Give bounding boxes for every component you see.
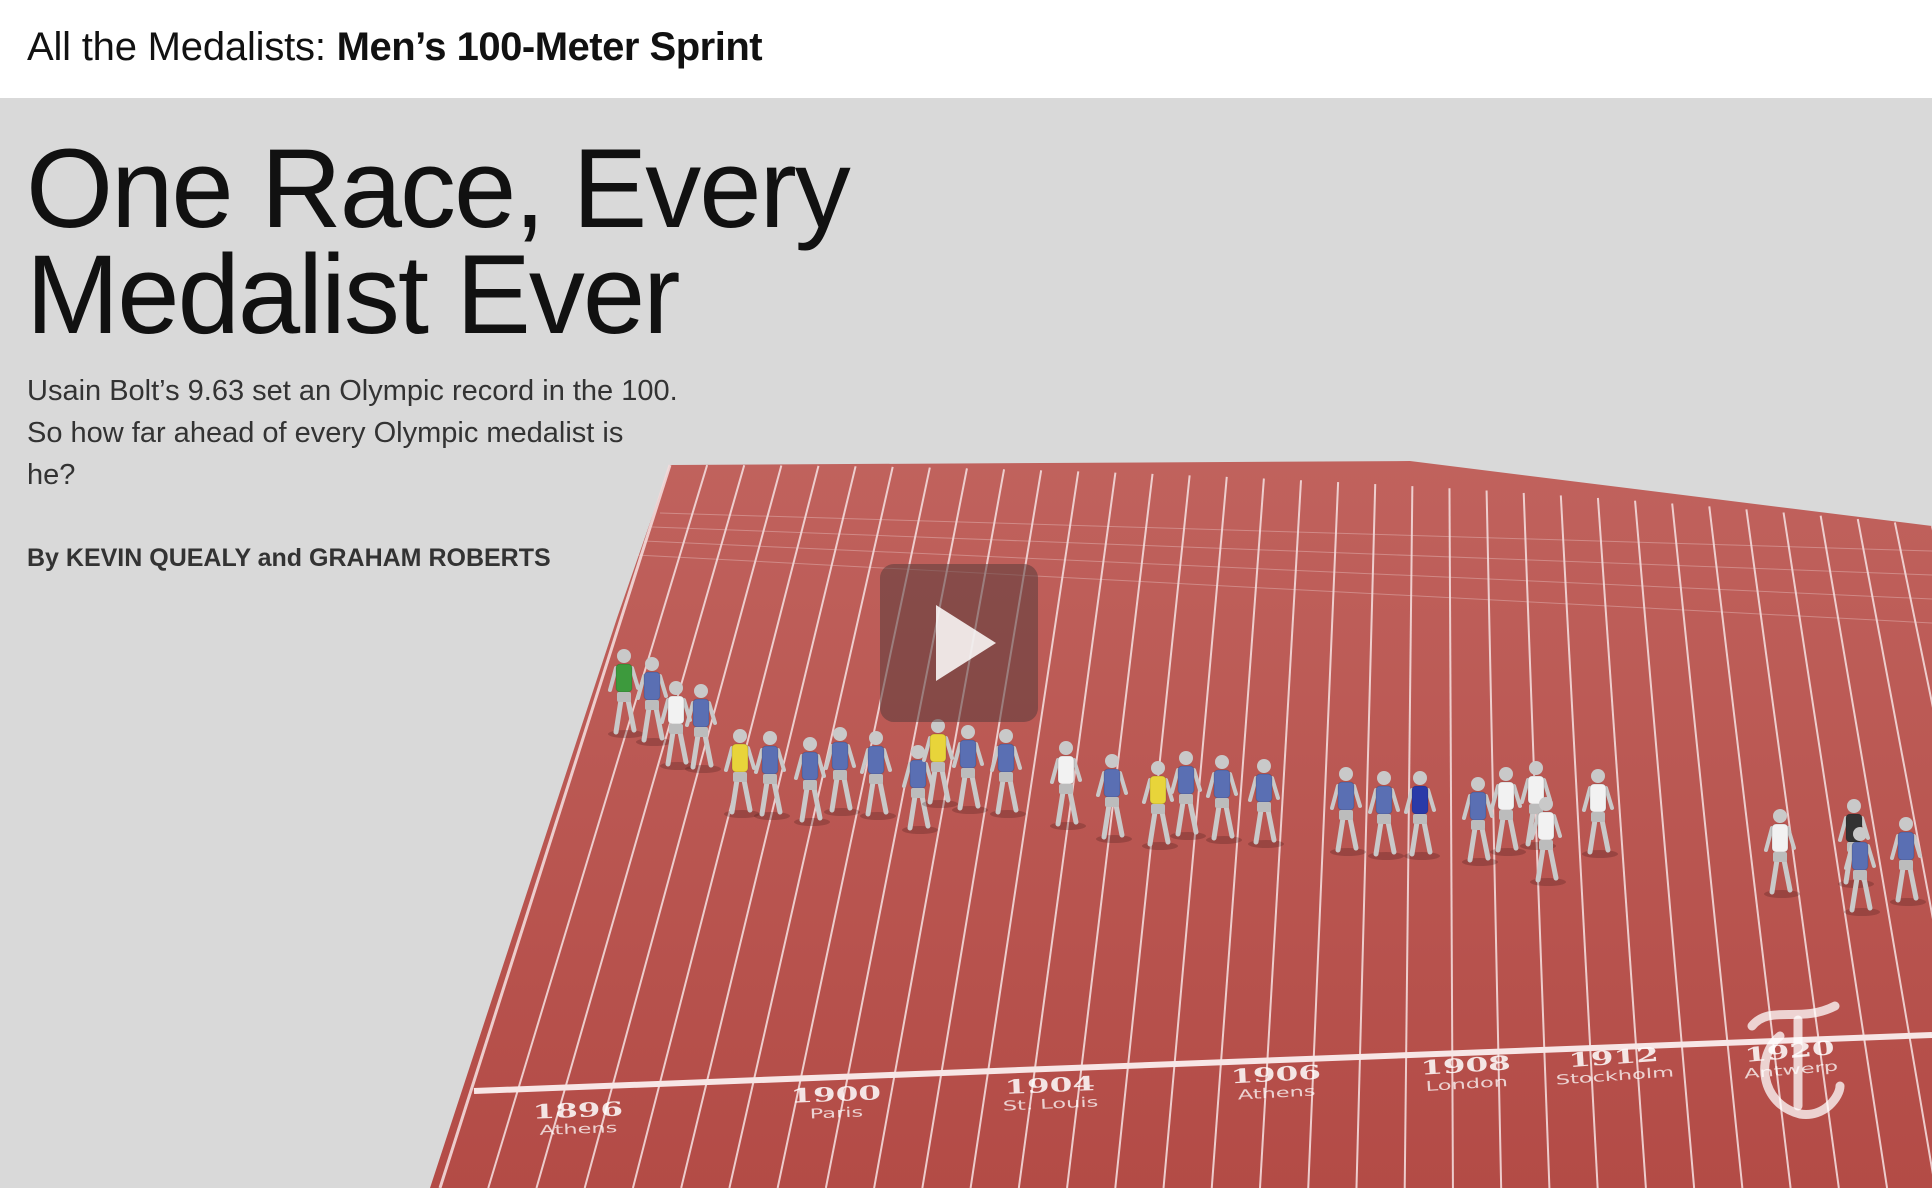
edition-city: London (1425, 1074, 1508, 1094)
play-button[interactable] (880, 564, 1038, 722)
runner-figure (952, 725, 988, 814)
lane-line (438, 464, 672, 1188)
runner-figure (685, 684, 721, 773)
edition-city: Paris (809, 1105, 863, 1122)
runner-figure (1096, 754, 1132, 843)
lane-line (1559, 495, 1599, 1188)
headline-line-1: One Race, Every (26, 126, 851, 251)
finish-line (473, 1032, 1932, 1094)
runner-figure (1462, 777, 1498, 866)
nyt-t-logo-icon (1747, 1001, 1845, 1119)
video-stage[interactable]: 1896 Athens 1900 Paris 1904 St. Louis 1906 Athe… (0, 98, 1932, 1188)
lane-line (1782, 512, 1889, 1188)
edition-year: 1900 (790, 1082, 881, 1108)
lane-line (1259, 480, 1302, 1188)
runner-figure (1248, 759, 1284, 848)
runner-figure (860, 731, 896, 820)
edition-year: 1896 (532, 1098, 623, 1124)
lane-line (1893, 522, 1932, 708)
runner-figure (1368, 771, 1404, 860)
finish-line-stripe (473, 1032, 1932, 1094)
lane-line (659, 512, 1932, 552)
runner-figure (1404, 771, 1440, 860)
runner-figure (1890, 817, 1926, 906)
runner-figure (1490, 767, 1526, 856)
series-title: All the Medalists: Men’s 100-Meter Sprin… (27, 22, 763, 72)
edition-year: 1904 (1004, 1073, 1095, 1099)
lane-line (1210, 478, 1265, 1188)
headline: One Race, Every Medalist Ever (26, 126, 851, 357)
runner-figure (990, 729, 1026, 818)
lane-line (680, 466, 857, 1188)
runner-figure (1764, 809, 1800, 898)
series-topic: Men’s 100-Meter Sprint (336, 25, 763, 69)
lane-line (1671, 503, 1744, 1188)
edition-city: St. Louis (1002, 1095, 1098, 1114)
lane-line (728, 466, 894, 1188)
runner-figure (636, 657, 672, 746)
runner-figure (1050, 741, 1086, 830)
lane-line (631, 465, 820, 1188)
lane-line (1819, 515, 1932, 1175)
lane-line (1307, 482, 1340, 1188)
lane-line (635, 554, 1932, 624)
lane-line (1355, 484, 1377, 1188)
lane-line (583, 465, 783, 1188)
runner-figure (608, 649, 644, 738)
runner-figure (1844, 827, 1880, 916)
lane-line (487, 464, 709, 1188)
lane-line (535, 464, 746, 1188)
section-header: All the Medalists: Men’s 100-Meter Sprin… (0, 0, 1932, 99)
lane-line (1708, 506, 1792, 1188)
runner-figure (1330, 767, 1366, 856)
lane-line (1596, 497, 1647, 1188)
runner-figure (724, 729, 760, 818)
edition-year: 1906 (1230, 1061, 1322, 1088)
runners-group (608, 649, 1926, 916)
lane-line (651, 526, 1932, 576)
lane-line (1403, 486, 1414, 1188)
lane-line (1485, 490, 1503, 1188)
runner-figure (922, 719, 958, 808)
runner-figure (754, 731, 790, 820)
edition-city: Athens (539, 1120, 617, 1138)
runner-figure (660, 681, 696, 770)
runner-figure (1206, 755, 1242, 844)
lane-line (1522, 492, 1551, 1188)
lane-line (643, 540, 1932, 600)
edition-year: 1908 (1420, 1052, 1512, 1080)
summary-line-1: Usain Bolt’s 9.63 set an Olympic record … (27, 375, 678, 407)
runner-figure (1582, 769, 1618, 858)
runner-figure (824, 727, 860, 816)
runner-figure (794, 737, 830, 826)
edition-city: Athens (1237, 1084, 1316, 1103)
summary: Usain Bolt’s 9.63 set an Olympic record … (27, 370, 727, 496)
lane-line (1448, 488, 1454, 1188)
runner-figure (1142, 761, 1178, 850)
summary-line-3: he? (27, 459, 76, 491)
lane-line (1634, 500, 1696, 1188)
series-label: All the Medalists: (27, 25, 337, 69)
play-icon (936, 605, 996, 681)
runner-figure (1530, 797, 1566, 886)
summary-line-2: So how far ahead of every Olympic medali… (27, 417, 624, 449)
runner-figure (1170, 751, 1206, 840)
headline-line-2: Medalist Ever (26, 232, 680, 357)
byline: By KEVIN QUEALY and GRAHAM ROBERTS (27, 544, 551, 572)
